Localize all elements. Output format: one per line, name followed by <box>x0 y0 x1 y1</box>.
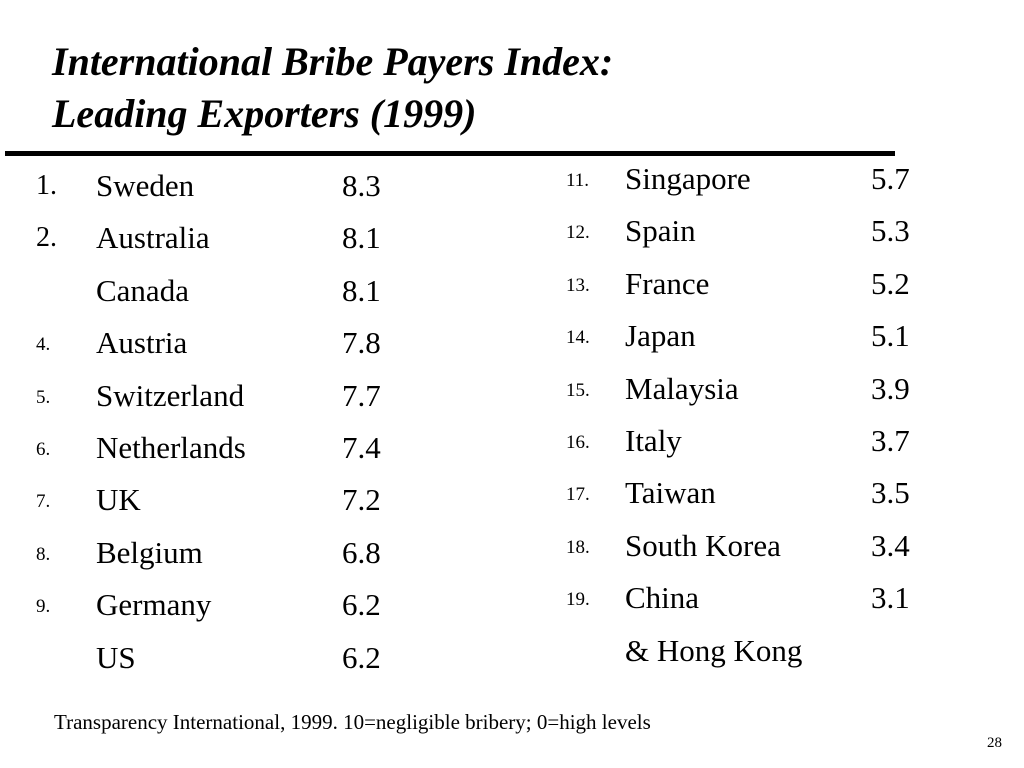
rank-number: 12. <box>566 222 590 244</box>
rank-number: 5. <box>36 386 51 408</box>
bpi-score: 7.7 <box>342 377 381 413</box>
bpi-score: 8.3 <box>342 168 381 203</box>
bpi-score: 7.4 <box>342 429 381 465</box>
country-name: Switzerland <box>96 377 245 413</box>
title-divider <box>5 151 895 156</box>
rank-number: 4. <box>36 334 51 356</box>
country-name: South Korea <box>625 527 781 563</box>
rank-number: 19. <box>566 589 590 611</box>
bpi-score: 5.2 <box>871 265 910 301</box>
bpi-score: 5.7 <box>871 161 910 196</box>
country-name: Sweden <box>96 168 195 203</box>
country-name: Germany <box>96 587 212 623</box>
bpi-score: 3.4 <box>871 527 910 563</box>
bpi-score: 7.8 <box>342 325 381 361</box>
page-number: 28 <box>987 735 1002 751</box>
country-name: Spain <box>625 213 696 249</box>
bpi-score: 5.3 <box>871 213 910 249</box>
rank-number: 11. <box>566 170 590 191</box>
bpi-score: 8.1 <box>342 220 381 256</box>
bpi-score: 7.2 <box>342 482 381 518</box>
country-name: China <box>625 580 700 616</box>
bpi-score: 3.1 <box>871 580 910 616</box>
bpi-score: 8.1 <box>342 272 381 308</box>
country-name: & Hong Kong <box>625 632 803 668</box>
country-name: Belgium <box>96 534 203 570</box>
country-name: Japan <box>625 318 696 354</box>
bpi-score: 6.8 <box>342 534 381 570</box>
title-line-1: International Bribe Payers Index: <box>52 39 614 84</box>
rank-number: 1. <box>36 170 57 201</box>
rank-number: 16. <box>566 431 590 453</box>
country-name: Austria <box>96 325 188 361</box>
country-name: Singapore <box>625 161 751 196</box>
rank-number: 18. <box>566 536 590 558</box>
bpi-score: 3.5 <box>871 475 910 511</box>
bpi-score: 3.7 <box>871 422 910 458</box>
bpi-score: 6.2 <box>342 587 381 623</box>
country-name: US <box>96 639 136 675</box>
rank-number: 9. <box>36 596 51 618</box>
title-line-2: Leading Exporters (1999) <box>52 91 477 136</box>
rank-number: 17. <box>566 484 590 506</box>
bpi-score: 5.1 <box>871 318 910 354</box>
country-name: Netherlands <box>96 429 246 465</box>
country-name: Canada <box>96 272 189 308</box>
rank-number: 8. <box>36 543 51 565</box>
rank-number: 7. <box>36 491 51 513</box>
rank-number: 15. <box>566 379 590 401</box>
bpi-score: 6.2 <box>342 639 381 675</box>
country-name: Taiwan <box>625 475 716 511</box>
country-name: Italy <box>625 422 682 458</box>
rank-number: 14. <box>566 327 590 349</box>
country-name: Malaysia <box>625 370 739 406</box>
country-name: Australia <box>96 220 210 256</box>
bpi-score: 3.9 <box>871 370 910 406</box>
country-name: UK <box>96 482 141 518</box>
slide-title: International Bribe Payers Index: Leadin… <box>52 36 952 140</box>
country-name: France <box>625 265 710 301</box>
rank-number: 2. <box>36 222 57 254</box>
source-note: Transparency International, 1999. 10=neg… <box>54 710 651 734</box>
rank-number: 6. <box>36 438 51 460</box>
rank-number: 13. <box>566 274 590 296</box>
